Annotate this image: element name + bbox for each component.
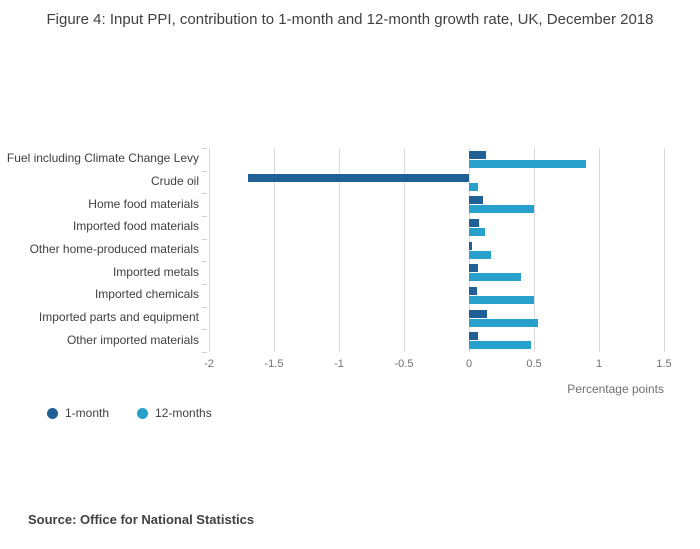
gridline xyxy=(273,148,275,352)
bar-12-months xyxy=(469,227,485,236)
x-tick-label: -2 xyxy=(204,358,214,370)
bar-1-month xyxy=(248,173,469,182)
y-tick xyxy=(202,261,207,263)
bar-12-months xyxy=(469,295,534,304)
x-tick-label: 1 xyxy=(595,358,603,370)
bar-1-month xyxy=(469,309,488,318)
x-tick-label: -1.5 xyxy=(264,358,284,370)
bar-1-month xyxy=(469,196,484,205)
bar-1-month xyxy=(469,264,479,273)
x-tick-label: -0.5 xyxy=(394,358,414,370)
bar-12-months xyxy=(469,341,532,350)
category-label: Imported parts and equipment xyxy=(38,310,199,324)
gridline xyxy=(208,148,210,352)
bar-1-month xyxy=(469,286,477,295)
category-label: Home food materials xyxy=(88,196,199,211)
bar-1-month xyxy=(469,241,472,250)
y-tick xyxy=(202,193,207,195)
category-label: Other imported materials xyxy=(66,332,199,347)
x-tick-label: 1.5 xyxy=(656,358,672,370)
bar-1-month xyxy=(469,332,479,341)
y-tick xyxy=(202,238,207,240)
chart-title: Figure 4: Input PPI, contribution to 1-m… xyxy=(46,11,654,28)
bar-1-month xyxy=(469,150,486,159)
source-text: Source: Office for National Statistics xyxy=(28,512,255,527)
bar-12-months xyxy=(469,205,534,214)
category-label: Fuel including Climate Change Levy xyxy=(6,151,199,166)
bar-12-months xyxy=(469,159,586,168)
legend-label-1-month: 1-month xyxy=(65,406,110,420)
gridline xyxy=(663,148,665,352)
category-label: Imported food materials xyxy=(72,219,199,234)
x-tick-label: 0 xyxy=(465,358,473,370)
x-tick-label: 0.5 xyxy=(526,358,542,370)
bar-12-months xyxy=(469,318,538,327)
legend-dot-12-months-icon xyxy=(137,407,149,419)
gridline xyxy=(468,148,470,352)
category-label: Imported chemicals xyxy=(94,287,199,302)
bar-12-months xyxy=(469,182,479,191)
bar-1-month xyxy=(469,218,480,227)
y-tick xyxy=(202,306,207,308)
y-tick xyxy=(202,352,207,353)
category-label: Imported metals xyxy=(112,264,199,279)
y-tick xyxy=(202,284,207,285)
legend-dot-1-month-icon xyxy=(47,407,58,419)
bar-12-months xyxy=(469,250,492,259)
y-tick xyxy=(202,329,207,331)
bar-12-months xyxy=(469,273,521,282)
gridline xyxy=(598,148,600,352)
category-label: Crude oil xyxy=(150,174,199,188)
y-tick xyxy=(202,148,207,149)
y-tick xyxy=(202,170,207,172)
gridline xyxy=(403,148,405,352)
gridline xyxy=(533,148,535,352)
gridline xyxy=(338,148,340,352)
y-tick xyxy=(202,216,207,217)
legend-item-12-months[interactable]: 12-months xyxy=(137,406,212,420)
legend-label-12-months: 12-months xyxy=(155,406,212,420)
legend-item-1-month[interactable]: 1-month xyxy=(47,406,109,420)
chart-legend: 1-month 12-months xyxy=(47,406,212,420)
x-axis-label: Percentage points xyxy=(567,382,664,396)
category-label: Other home-produced materials xyxy=(29,242,199,256)
x-tick-label: -1 xyxy=(334,358,344,370)
